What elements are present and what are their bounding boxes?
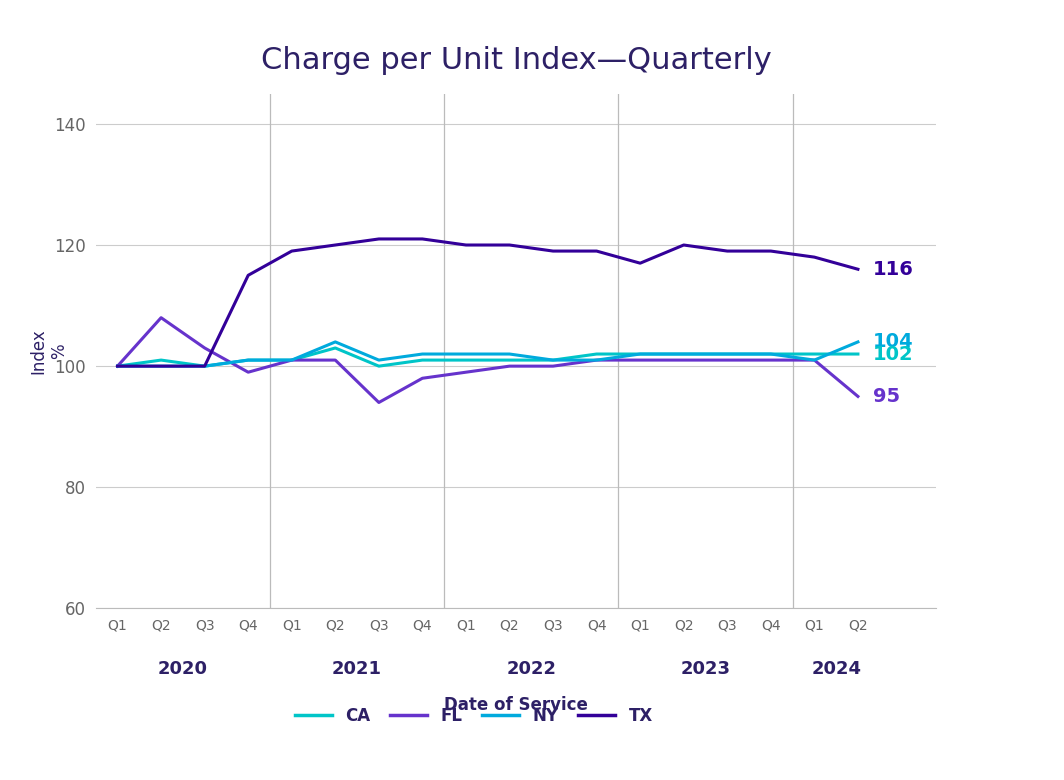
Text: 2022: 2022: [506, 660, 556, 678]
Text: 104: 104: [874, 332, 914, 352]
Text: Date of Service: Date of Service: [444, 696, 588, 714]
Text: 2021: 2021: [332, 660, 382, 678]
Text: 2020: 2020: [157, 660, 207, 678]
Text: 95: 95: [874, 387, 900, 406]
Text: 116: 116: [874, 260, 914, 278]
Text: 2024: 2024: [811, 660, 861, 678]
Y-axis label: Index
%: Index %: [30, 328, 68, 374]
Text: 102: 102: [874, 345, 914, 363]
Text: 2023: 2023: [681, 660, 731, 678]
Legend: CA, FL, NY, TX: CA, FL, NY, TX: [288, 700, 660, 732]
Title: Charge per Unit Index—Quarterly: Charge per Unit Index—Quarterly: [261, 45, 771, 75]
